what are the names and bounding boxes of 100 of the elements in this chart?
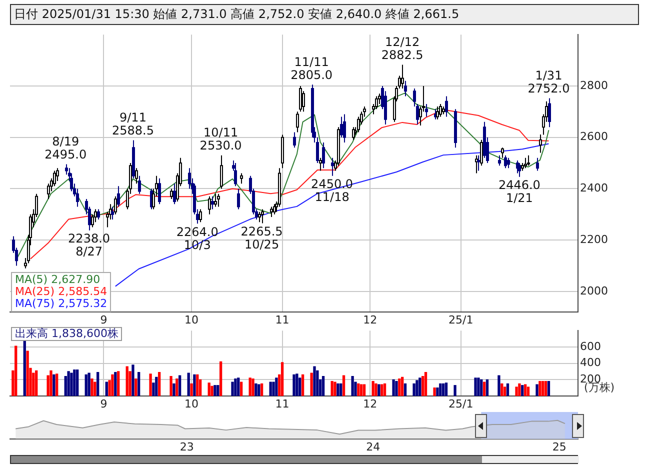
bar: [506, 383, 510, 396]
bar: [23, 340, 26, 396]
series-label: MA(5) 2,627.90: [15, 273, 102, 286]
bar: [334, 382, 336, 396]
x-tick-label: 12: [363, 313, 378, 326]
bar: [536, 384, 538, 396]
bar: [362, 384, 366, 396]
bar: [196, 374, 199, 396]
candlestick: [480, 139, 483, 166]
bar: [214, 385, 216, 396]
bar: [421, 376, 424, 396]
bar: [237, 378, 240, 396]
bar: [76, 370, 79, 396]
bar: [134, 378, 138, 396]
bar: [84, 374, 88, 396]
chart-title: 日付 2025/01/31 15:30 始値 2,731.0 高値 2,752.0 安値 2,640.0 終値 2,661.5: [10, 4, 639, 25]
bar: [111, 374, 114, 396]
bar: [547, 380, 550, 396]
candlestick: [199, 208, 202, 223]
bar: [155, 376, 158, 396]
y-tick-label: 400: [580, 356, 601, 370]
candlestick: [439, 103, 442, 118]
bar: [313, 366, 316, 396]
candlestick: [319, 157, 322, 172]
candlestick: [273, 204, 276, 215]
candlestick: [258, 211, 261, 223]
candlestick: [211, 196, 214, 210]
x-tick-label: 25/1: [448, 397, 474, 410]
candlestick: [214, 193, 217, 208]
candlestick: [261, 208, 264, 224]
x-tick-label: 10: [184, 313, 199, 326]
bar: [477, 378, 480, 396]
bar: [190, 383, 193, 396]
annotation: 9/11 2588.5: [112, 110, 154, 138]
candlestick: [477, 154, 480, 172]
bar: [412, 383, 416, 396]
candlestick: [302, 90, 305, 112]
candlestick: [445, 96, 448, 118]
bar: [454, 385, 456, 396]
bar: [544, 380, 548, 396]
candlestick: [240, 172, 243, 184]
candlestick: [504, 154, 507, 169]
annotation: 2265.5 10/25: [240, 224, 283, 252]
bar: [70, 372, 73, 396]
annotation: 10/11 2530.0: [200, 125, 242, 152]
y-tick-label: 2000: [580, 284, 608, 298]
bar: [424, 372, 428, 396]
bar: [292, 374, 296, 396]
bar: [398, 378, 401, 396]
candlestick: [331, 157, 334, 176]
candlestick: [270, 206, 273, 218]
bar: [105, 382, 108, 396]
bar: [132, 364, 134, 396]
bar: [234, 378, 237, 396]
bar: [117, 371, 120, 396]
candlestick: [296, 111, 299, 133]
candlestick: [425, 103, 428, 118]
candlestick: [220, 154, 223, 190]
candlestick: [135, 168, 138, 184]
x-tick-label: 9: [100, 313, 108, 326]
bar: [14, 346, 18, 396]
candlestick: [340, 116, 343, 138]
bar: [342, 375, 346, 396]
candlestick: [94, 208, 97, 223]
bar: [88, 372, 90, 396]
bar: [360, 384, 363, 396]
bar: [498, 375, 500, 396]
candlestick: [138, 175, 141, 194]
candlestick: [158, 178, 161, 205]
x-tick-label: 9: [100, 397, 108, 410]
bar: [94, 382, 96, 396]
bar: [178, 375, 182, 396]
y-tick-label: 2800: [580, 78, 608, 92]
annotation: 1/31 2752.0: [528, 68, 570, 96]
chart-title: 出来高 1,838,600株: [11, 326, 122, 341]
bar: [216, 385, 220, 396]
candlestick: [527, 154, 530, 166]
bar: [56, 374, 58, 396]
candlestick: [518, 162, 521, 178]
candlestick: [539, 134, 542, 154]
candlestick: [234, 162, 237, 187]
bar: [500, 383, 504, 396]
bar: [280, 362, 284, 396]
bar: [258, 384, 260, 396]
y-tick-label: 600: [580, 340, 601, 353]
candlestick: [343, 114, 346, 143]
bar: [114, 372, 117, 396]
candlestick: [217, 193, 220, 208]
candlestick: [91, 214, 94, 228]
bar: [210, 386, 214, 396]
bar: [357, 383, 360, 396]
candlestick: [507, 157, 510, 169]
bar: [240, 382, 243, 396]
candlestick: [548, 98, 551, 128]
bar: [170, 376, 172, 396]
candlestick: [111, 206, 114, 220]
annotation: 11/11 2805.0: [290, 54, 333, 82]
bar: [503, 386, 506, 396]
annotation: 12/12 2882.5: [381, 34, 424, 62]
candlestick: [114, 196, 117, 215]
